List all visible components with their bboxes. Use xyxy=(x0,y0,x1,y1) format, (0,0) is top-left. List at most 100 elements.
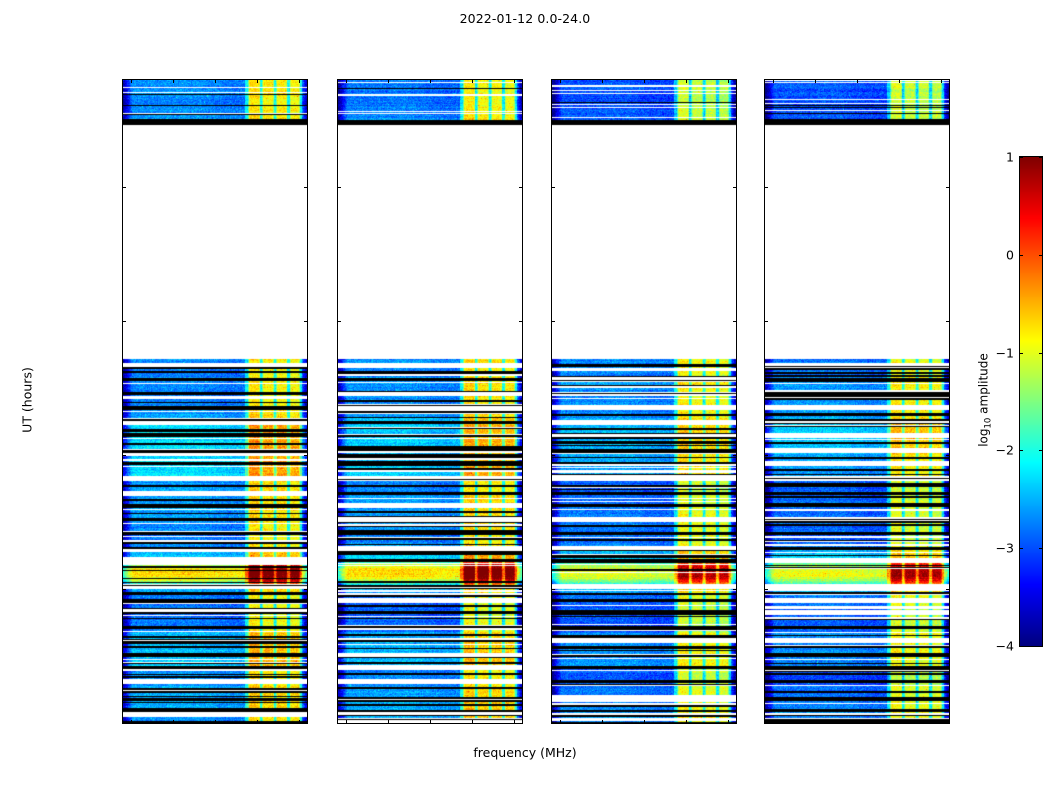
colorbar-tick-label: −4 xyxy=(995,638,1014,654)
dynamic-spectrum-yx xyxy=(765,80,949,723)
y-tick-mark xyxy=(765,455,768,457)
x-tick-mark xyxy=(471,80,473,83)
colorbar-tick-mark xyxy=(1019,450,1023,452)
y-tick-mark xyxy=(946,321,949,323)
y-tick-mark xyxy=(552,321,555,323)
figure-suptitle: 2022-01-12 0.0-24.0 xyxy=(459,11,591,26)
x-tick-mark xyxy=(644,720,645,723)
x-tick-mark xyxy=(685,80,687,83)
y-tick-mark xyxy=(338,455,341,457)
x-axis-label: frequency (MHz) xyxy=(473,745,577,760)
x-tick-mark xyxy=(602,80,604,83)
panel-yy[interactable]: YY, V0*V12=EA28*EA2005101520320335350365… xyxy=(337,79,523,724)
x-tick-mark xyxy=(644,80,645,83)
x-tick-mark xyxy=(471,720,473,723)
x-tick-mark xyxy=(727,720,729,723)
y-tick-mark xyxy=(519,455,522,457)
colorbar-gradient xyxy=(1020,157,1042,646)
x-tick-mark xyxy=(131,720,133,723)
x-tick-mark xyxy=(173,80,175,83)
y-tick-mark xyxy=(123,589,126,591)
x-tick-mark xyxy=(131,80,133,83)
y-tick-mark xyxy=(122,723,126,724)
panel-xx[interactable]: XX, V0*V12=EA28*EA2005101520320335350365… xyxy=(122,79,308,724)
y-tick-mark xyxy=(519,723,523,724)
x-tick-mark xyxy=(727,80,729,83)
colorbar-label-suffix: amplitude xyxy=(976,353,991,418)
x-tick-mark xyxy=(346,80,348,83)
y-tick-mark xyxy=(946,187,949,189)
y-tick-mark xyxy=(304,455,307,457)
colorbar-tick-mark xyxy=(1019,548,1023,550)
dynamic-spectrum-xx xyxy=(123,80,307,723)
x-tick-mark xyxy=(298,80,300,83)
y-tick-mark xyxy=(519,589,522,591)
y-tick-mark xyxy=(123,455,126,457)
y-tick-mark xyxy=(551,723,555,724)
x-tick-mark xyxy=(857,720,858,723)
y-tick-mark xyxy=(552,589,555,591)
y-tick-mark xyxy=(764,723,768,724)
x-tick-mark xyxy=(388,720,390,723)
x-tick-mark xyxy=(940,80,942,83)
y-tick-mark xyxy=(733,187,736,189)
colorbar-label: log10 amplitude xyxy=(976,353,993,447)
x-tick-mark xyxy=(513,720,515,723)
x-tick-mark xyxy=(256,720,258,723)
colorbar-tick-mark xyxy=(1019,646,1023,647)
x-tick-mark xyxy=(430,720,431,723)
y-tick-mark xyxy=(337,723,341,724)
x-tick-mark xyxy=(215,720,216,723)
x-tick-mark xyxy=(388,80,390,83)
panel-yx[interactable]: YX, V0*V12=EA28*EA2005101520320335350365… xyxy=(764,79,950,724)
colorbar-tick-label: 0 xyxy=(1006,247,1014,263)
x-tick-mark xyxy=(773,720,775,723)
y-tick-mark xyxy=(946,455,949,457)
y-tick-mark xyxy=(946,723,950,724)
y-tick-mark xyxy=(765,321,768,323)
y-tick-mark xyxy=(304,723,308,724)
y-axis-label: UT (hours) xyxy=(19,367,35,433)
y-tick-mark xyxy=(733,723,737,724)
y-tick-mark xyxy=(946,589,949,591)
panel-xy[interactable]: XY, V0*V12=EA28*EA2005101520320335350365… xyxy=(551,79,737,724)
colorbar-tick-mark-right xyxy=(1039,157,1043,158)
x-tick-mark xyxy=(173,720,175,723)
y-tick-mark xyxy=(733,589,736,591)
x-tick-mark xyxy=(256,80,258,83)
x-tick-mark xyxy=(298,720,300,723)
x-tick-mark xyxy=(940,720,942,723)
x-tick-mark xyxy=(898,80,900,83)
colorbar-tick-mark-right xyxy=(1039,548,1043,550)
y-tick-mark xyxy=(304,589,307,591)
x-tick-mark xyxy=(560,80,562,83)
colorbar-tick-mark-right xyxy=(1039,646,1043,647)
colorbar-tick-label: −1 xyxy=(995,345,1014,361)
y-tick-mark xyxy=(304,187,307,189)
x-tick-mark xyxy=(513,80,515,83)
x-tick-mark xyxy=(857,80,858,83)
colorbar-tick-label: −3 xyxy=(995,540,1014,556)
colorbar-tick-mark-right xyxy=(1039,450,1043,452)
y-tick-mark xyxy=(765,589,768,591)
y-tick-mark xyxy=(123,321,126,323)
y-tick-mark xyxy=(338,187,341,189)
colorbar-label-subscript: 10 xyxy=(983,417,994,429)
dynamic-spectrum-xy xyxy=(552,80,736,723)
x-tick-mark xyxy=(430,80,431,83)
x-tick-mark xyxy=(815,720,817,723)
x-tick-mark xyxy=(602,720,604,723)
y-tick-mark xyxy=(552,187,555,189)
colorbar: 1 0 −1 −2 −3 −4 xyxy=(996,150,1043,654)
y-tick-mark xyxy=(733,455,736,457)
colorbar-label-prefix: log xyxy=(976,428,991,447)
colorbar-tick-mark-right xyxy=(1039,254,1043,256)
y-tick-mark xyxy=(304,321,307,323)
x-tick-mark xyxy=(898,720,900,723)
y-tick-mark xyxy=(123,187,126,189)
colorbar-tick-mark xyxy=(1019,352,1023,354)
colorbar-tick-label: −2 xyxy=(995,442,1014,458)
y-tick-mark xyxy=(338,321,341,323)
x-tick-mark xyxy=(815,80,817,83)
